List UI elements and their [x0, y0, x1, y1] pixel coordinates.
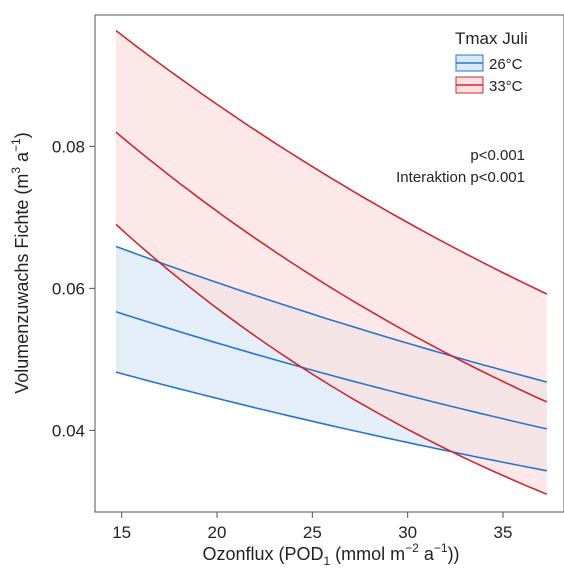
confidence-bands [116, 30, 547, 495]
line-33c-upper [115, 29, 548, 295]
legend: Tmax Juli 26°C 33°C [455, 29, 528, 95]
x-tick-label: 35 [494, 523, 513, 542]
line-33c-fit [115, 131, 548, 403]
line-33c-lower [115, 223, 548, 496]
line-26c-lower [115, 371, 547, 472]
x-tick-label: 25 [303, 523, 322, 542]
legend-title: Tmax Juli [455, 29, 528, 48]
series-lines [115, 29, 548, 496]
x-tick-label: 30 [398, 523, 417, 542]
line-26c-upper [115, 245, 548, 383]
y-axis-ticks: 0.04 0.06 0.08 [52, 137, 95, 440]
band-33c [116, 30, 547, 495]
x-axis-label: Ozonflux (POD1 (mmol m−2 a−1)) [202, 541, 459, 568]
legend-label-33c: 33°C [489, 78, 523, 95]
y-axis-label: Volumenzuwachs Fichte (m3 a−1) [9, 132, 32, 393]
plot-frame [94, 14, 564, 513]
y-tick-label: 0.04 [52, 421, 85, 440]
y-tick-label: 0.06 [52, 279, 85, 298]
legend-label-26c: 26°C [489, 56, 523, 73]
x-tick-label: 15 [112, 523, 131, 542]
line-26c-fit [115, 311, 547, 430]
annotation-p-value: p<0.001 [470, 147, 525, 164]
x-tick-label: 20 [208, 523, 227, 542]
annotation-interaction-p-value: Interaktion p<0.001 [396, 169, 525, 186]
y-tick-label: 0.08 [52, 137, 85, 156]
x-axis-ticks: 15 20 25 30 35 [112, 512, 512, 542]
